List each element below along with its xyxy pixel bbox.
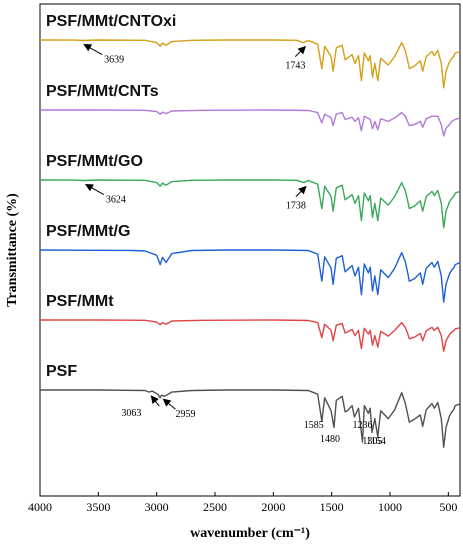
annotation-label-1585: 1585 <box>304 420 324 431</box>
annotation-layer: 3639 1743 3624 1738 3063 2959 1585 1480 1305 1236… <box>83 44 386 447</box>
x-tick-label-3500: 3500 <box>86 500 110 514</box>
x-tick-label-4000: 4000 <box>28 500 52 514</box>
x-tick-label-2500: 2500 <box>203 500 227 514</box>
series-line-psf-mmt-cnts <box>40 109 461 137</box>
annotation-label-3639: 3639 <box>104 55 124 66</box>
series-label-psf-mmt-go: PSF/MMt/GO <box>46 153 143 170</box>
x-tick-label-500: 500 <box>439 500 457 514</box>
x-tick-label-3000: 3000 <box>145 500 169 514</box>
annotation-label-1738: 1738 <box>286 201 306 212</box>
annotation-label-1236: 1236 <box>352 420 372 431</box>
series-line-psf-mmt <box>40 319 461 352</box>
series-label-psf-mmt-cntoxi: PSF/MMt/CNTOxi <box>46 13 176 30</box>
annotation-arrow-3624 <box>84 184 105 195</box>
annotation-arrow-1738 <box>295 185 307 197</box>
annotation-arrow-2959 <box>162 398 176 410</box>
x-axis-title: wavenumber (cm⁻¹) <box>190 526 310 541</box>
y-axis-title: Transmittance (%) <box>5 193 20 307</box>
series-label-layer: PSF/MMt/CNTOxi PSF/MMt/CNTs PSF/MMt/GO PSF/… <box>46 13 176 380</box>
series-line-psf-mmt-g <box>39 249 461 303</box>
annotation-arrow-1743 <box>294 45 307 57</box>
series-label-psf-mmt: PSF/MMt <box>46 293 114 310</box>
x-tick-label-1000: 1000 <box>378 500 402 514</box>
series-label-psf: PSF <box>46 363 77 380</box>
x-tick-label-2000: 2000 <box>261 500 285 514</box>
annotation-label-1480: 1480 <box>320 434 340 445</box>
annotation-label-1743: 1743 <box>285 61 305 72</box>
annotation-arrow-3639 <box>83 44 103 55</box>
annotation-label-3624: 3624 <box>106 195 126 206</box>
annotation-label-1305: 1305 <box>362 436 382 447</box>
annotation-label-1154: 1154 <box>366 436 386 447</box>
series-label-psf-mmt-cnts: PSF/MMt/CNTs <box>46 83 159 100</box>
series-line-psf <box>40 389 461 448</box>
x-tick-label-1500: 1500 <box>320 500 344 514</box>
annotation-label-3063: 3063 <box>121 408 141 419</box>
annotation-label-2959: 2959 <box>175 409 195 420</box>
series-layer <box>39 39 461 448</box>
series-label-psf-mmt-g: PSF/MMt/G <box>46 223 130 240</box>
series-line-psf-mmt-go <box>39 179 461 229</box>
series-line-psf-mmt-cntoxi <box>39 39 461 89</box>
annotation-arrow-3063 <box>150 395 160 407</box>
x-axis-ticks: 4000 3500 3000 2500 2000 1500 1000 500 <box>28 492 457 514</box>
